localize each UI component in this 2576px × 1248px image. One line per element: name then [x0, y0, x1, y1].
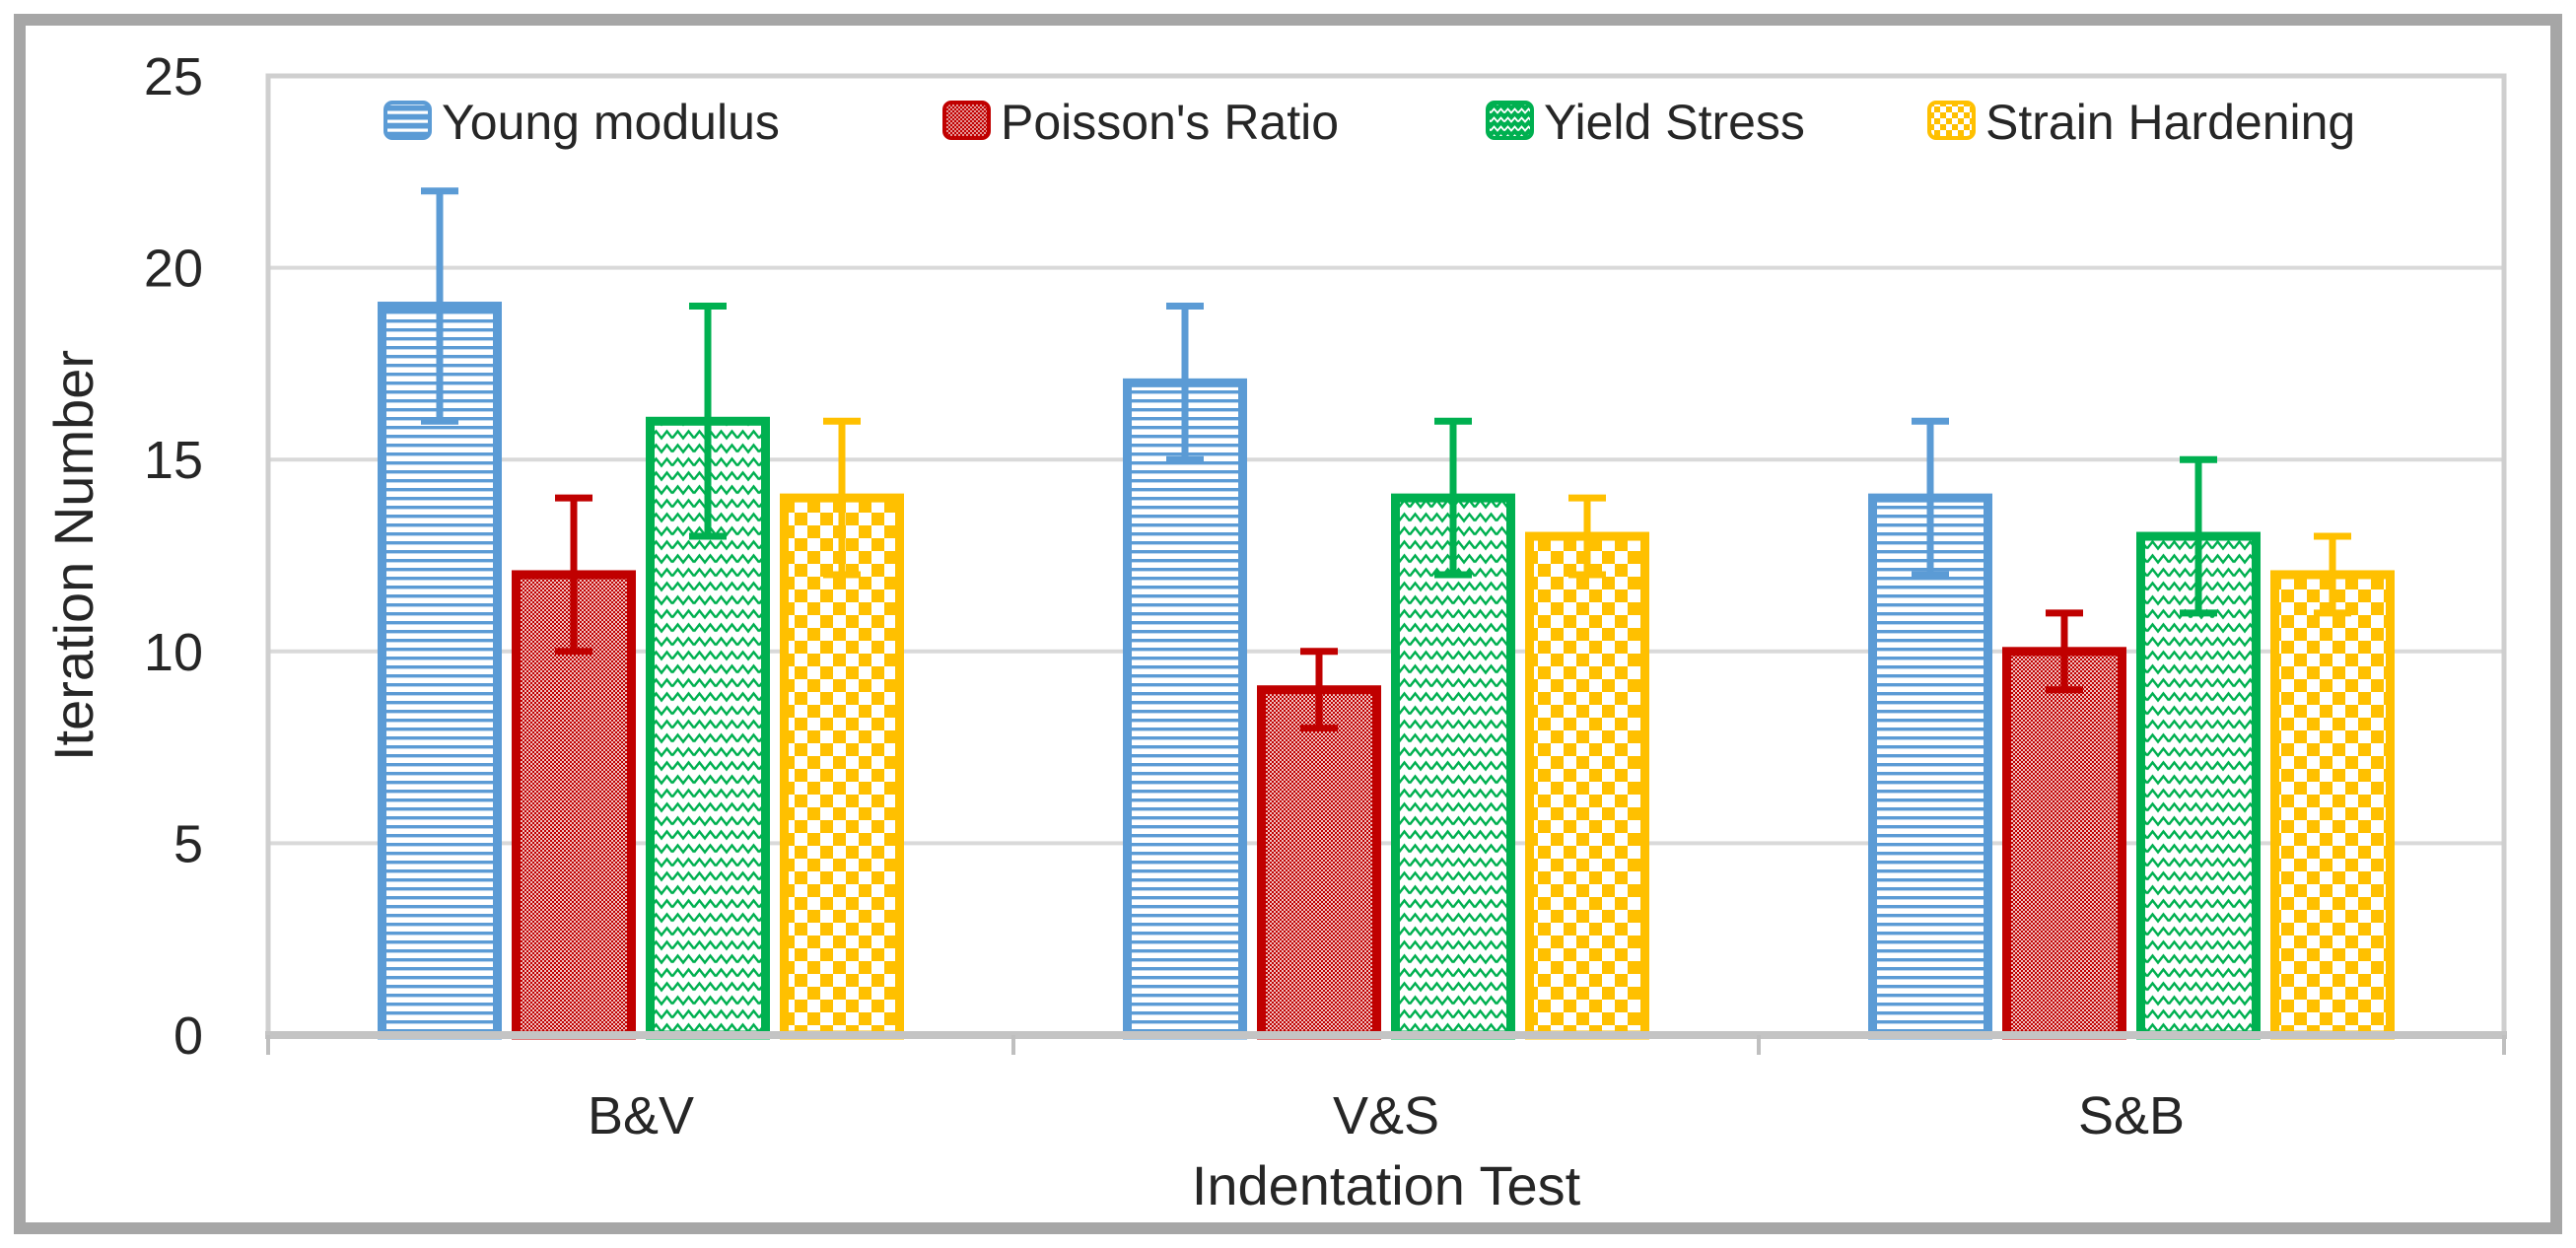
- error-bar: [1912, 417, 1949, 579]
- legend-marker: [942, 101, 991, 140]
- x-axis-title: Indentation Test: [1192, 1154, 1581, 1216]
- legend-item: Poisson's Ratio: [942, 95, 1339, 150]
- y-tick-label: 5: [174, 814, 203, 873]
- y-tick-label: 20: [144, 240, 203, 299]
- bar: [2002, 647, 2126, 1040]
- error-bar: [2314, 532, 2351, 617]
- error-bar: [689, 303, 727, 540]
- legend-label: Young modulus: [442, 95, 780, 150]
- bar: [378, 302, 502, 1040]
- error-bar: [1166, 303, 1204, 463]
- error-bar: [2180, 455, 2217, 617]
- y-tick-label: 10: [144, 623, 203, 682]
- x-category-label: V&S: [1333, 1086, 1439, 1145]
- bar: [780, 493, 904, 1040]
- error-bar: [421, 187, 458, 425]
- bar: [1868, 493, 1992, 1040]
- legend-label: Poisson's Ratio: [1001, 95, 1339, 150]
- legend-marker: [1486, 101, 1534, 140]
- legend: Young modulus Poisson's Ratio Yield Stress…: [383, 95, 2355, 150]
- bar: [1257, 685, 1381, 1040]
- legend-item: Yield Stress: [1486, 95, 1805, 150]
- bar: [1525, 531, 1649, 1040]
- error-bars: [421, 187, 2351, 732]
- bar: [2270, 570, 2395, 1040]
- error-bar: [1300, 648, 1338, 732]
- legend-label: Strain Hardening: [1985, 95, 2355, 150]
- error-bar: [2046, 609, 2083, 694]
- y-tick-label: 25: [144, 47, 203, 106]
- error-bar: [555, 494, 592, 656]
- bars: [378, 302, 2395, 1040]
- error-bar: [1568, 494, 1606, 579]
- error-bar: [1434, 417, 1472, 579]
- x-category-label: B&V: [588, 1086, 694, 1145]
- error-bar: [823, 417, 861, 579]
- legend-label: Yield Stress: [1544, 95, 1805, 150]
- legend-item: Young modulus: [383, 95, 780, 150]
- legend-marker: [383, 101, 432, 140]
- y-tick-label: 15: [144, 431, 203, 490]
- bar: [1123, 378, 1247, 1040]
- y-tick-label: 0: [174, 1006, 203, 1066]
- legend-item: Strain Hardening: [1927, 95, 2355, 150]
- legend-marker: [1927, 101, 1976, 140]
- bar: [1391, 493, 1515, 1040]
- y-axis-title: Iteration Number: [42, 350, 104, 761]
- x-category-label: S&B: [2078, 1086, 2185, 1145]
